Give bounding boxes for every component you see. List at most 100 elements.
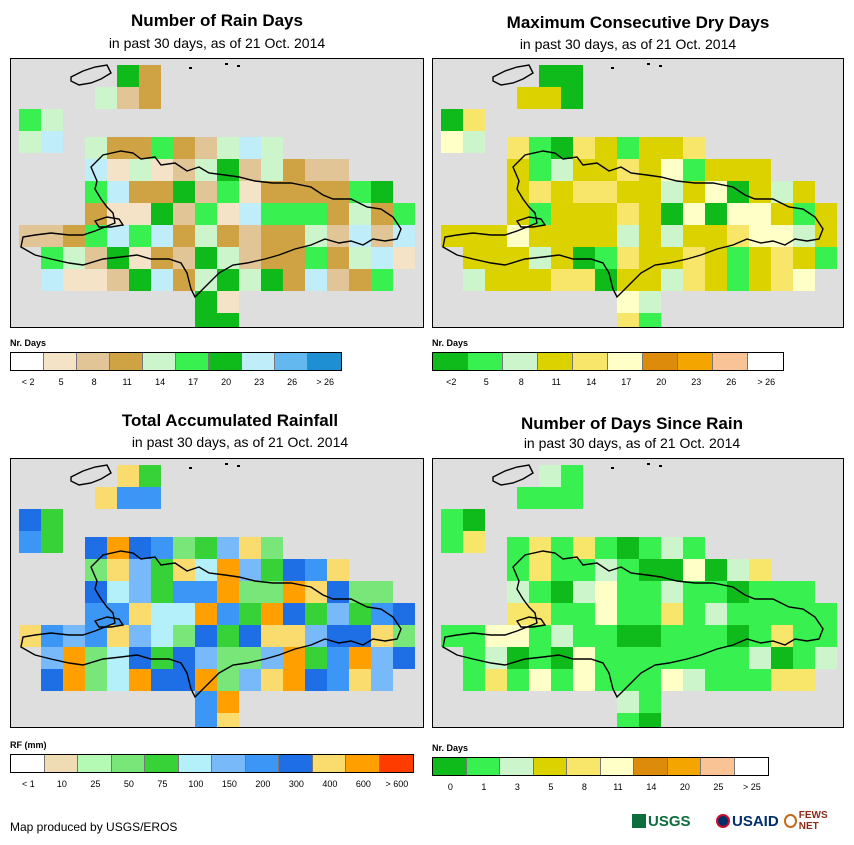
raster-cell <box>41 669 63 691</box>
raster-cell <box>705 559 727 581</box>
raster-cell <box>529 269 551 291</box>
islet-marker <box>611 67 614 69</box>
raster-cell <box>463 647 485 669</box>
raster-cell <box>595 181 617 203</box>
raster-cell <box>151 537 173 559</box>
map-dry-days <box>441 63 837 327</box>
raster-cell <box>117 465 139 487</box>
islet-marker <box>189 67 192 69</box>
raster-cell <box>63 225 85 247</box>
raster-cell <box>195 669 217 691</box>
raster-cell <box>595 137 617 159</box>
raster-cell <box>617 691 639 713</box>
raster-cell <box>661 269 683 291</box>
raster-cell <box>539 487 561 509</box>
legend-swatch <box>533 758 567 775</box>
raster-cell <box>305 581 327 603</box>
raster-cell <box>617 559 639 581</box>
raster-cell <box>551 537 573 559</box>
raster-cell <box>41 109 63 131</box>
raster-cell <box>595 269 617 291</box>
legend-swatch <box>643 353 678 370</box>
raster-cell <box>815 603 837 625</box>
raster-cell <box>749 559 771 581</box>
raster-cell <box>217 647 239 669</box>
raster-cell <box>217 625 239 647</box>
raster-cell <box>327 159 349 181</box>
raster-cell <box>41 269 63 291</box>
legend-swatch <box>701 758 735 775</box>
raster-cell <box>639 269 661 291</box>
raster-cell <box>63 647 85 669</box>
raster-cell <box>85 559 107 581</box>
raster-cell <box>305 669 327 691</box>
raster-cell <box>85 269 107 291</box>
raster-cell <box>195 181 217 203</box>
raster-cell <box>41 225 63 247</box>
raster-cell <box>529 559 551 581</box>
raster-cell <box>327 559 349 581</box>
fewsnet-label: FEWS NET <box>798 810 828 832</box>
raster-cell <box>217 559 239 581</box>
raster-cell <box>793 647 815 669</box>
raster-cell <box>139 65 161 87</box>
raster-cell <box>107 137 129 159</box>
raster-cell <box>41 131 63 153</box>
raster-cell <box>617 181 639 203</box>
raster-cell <box>195 603 217 625</box>
islet-marker <box>611 467 614 469</box>
raster-cell <box>393 603 415 625</box>
legend-swatch <box>78 755 112 772</box>
raster-cell <box>749 625 771 647</box>
legend-label: 0 <box>447 782 453 792</box>
legend-swatch <box>468 353 503 370</box>
raster-cell <box>573 203 595 225</box>
raster-cell <box>617 313 639 327</box>
legend-swatch <box>538 353 573 370</box>
raster-cell <box>815 625 837 647</box>
raster-cell <box>683 181 705 203</box>
raster-cell <box>705 647 727 669</box>
legend-swatch <box>11 353 44 370</box>
legend-label: 3 <box>514 782 520 792</box>
legend-swatch <box>600 758 634 775</box>
raster-cell <box>195 581 217 603</box>
raster-cell <box>129 559 151 581</box>
raster-cell <box>485 247 507 269</box>
legend-label: 11 <box>122 377 132 387</box>
raster-cell <box>283 647 305 669</box>
raster-cell <box>107 203 129 225</box>
legend-swatch <box>379 755 413 772</box>
raster-cell <box>561 65 583 87</box>
raster-cell <box>771 247 793 269</box>
agency-logos: USGS USAID FEWS NET <box>632 808 844 834</box>
raster-cell <box>529 137 551 159</box>
raster-cell <box>683 669 705 691</box>
raster-cell <box>573 625 595 647</box>
raster-cell <box>727 647 749 669</box>
legend-label: 10 <box>56 779 67 789</box>
raster-cell <box>595 203 617 225</box>
raster-cell <box>617 537 639 559</box>
raster-cell <box>393 247 415 269</box>
raster-cell <box>239 247 261 269</box>
raster-cell <box>239 137 261 159</box>
raster-cell <box>217 137 239 159</box>
raster-cell <box>217 581 239 603</box>
fewsnet-logo: FEWS NET <box>784 808 844 834</box>
raster-cell <box>283 603 305 625</box>
legend-swatch <box>748 353 783 370</box>
raster-cell <box>661 537 683 559</box>
raster-cell <box>617 647 639 669</box>
legend-swatch <box>433 758 467 775</box>
legend-swatch <box>176 353 209 370</box>
legend-title: Nr. Days <box>432 338 469 348</box>
raster-cell <box>195 225 217 247</box>
raster-cell <box>283 225 305 247</box>
raster-cell <box>551 581 573 603</box>
legend-swatch <box>209 353 242 370</box>
raster-cell <box>661 581 683 603</box>
legend-label: 26 <box>726 377 737 387</box>
raster-cell <box>617 581 639 603</box>
raster-cell <box>239 603 261 625</box>
